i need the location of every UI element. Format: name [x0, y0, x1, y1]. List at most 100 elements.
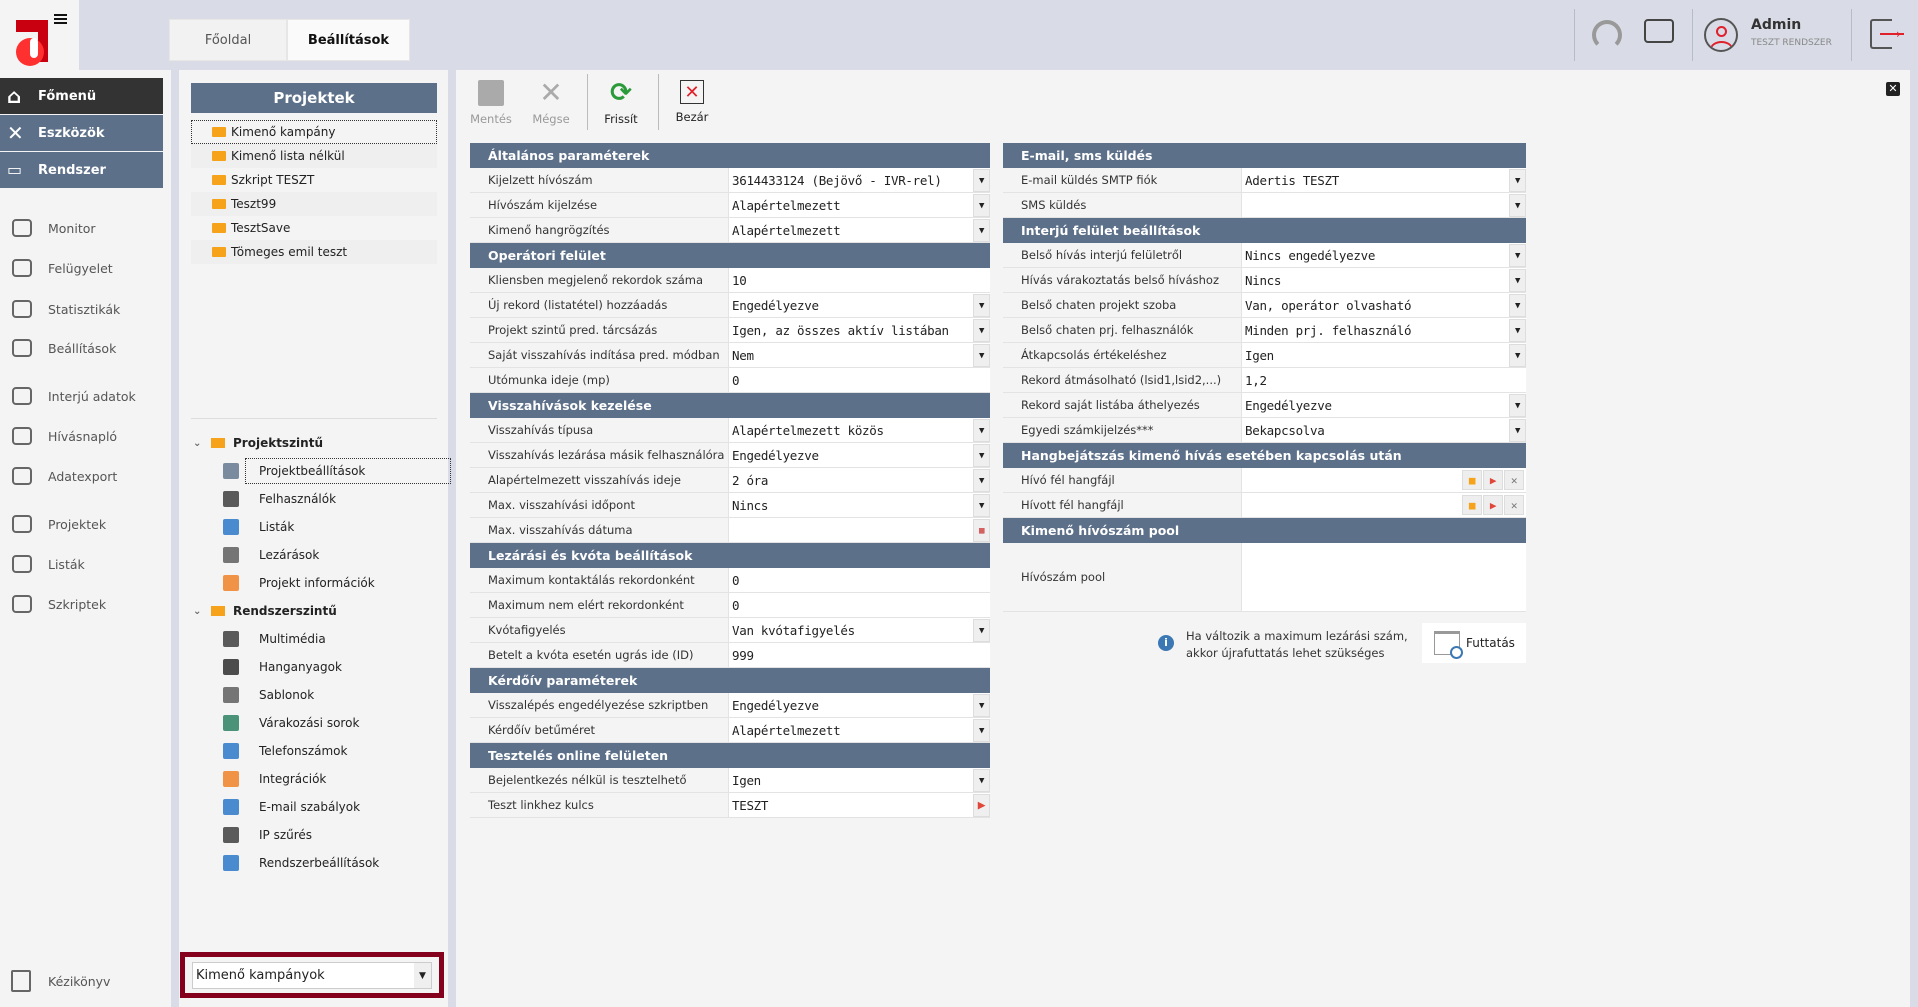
sidebar-item-kezikonyv[interactable]: Kézikönyv [0, 966, 163, 996]
setting-value-select[interactable]: ▼ [1242, 193, 1526, 217]
project-item[interactable]: Tömeges emil teszt [191, 240, 437, 264]
refresh-button[interactable]: ⟳ Frissít [598, 80, 644, 130]
tree-item[interactable]: Listák [223, 514, 451, 540]
calendar-icon[interactable]: ▦ [973, 519, 990, 542]
sidebar-item-call-log[interactable]: Hívásnapló [0, 421, 163, 451]
setting-value-select[interactable]: Alapértelmezett közös ▼ [729, 418, 990, 442]
setting-value-select[interactable]: 2 óra ▼ [729, 468, 990, 492]
setting-value-select[interactable]: Alapértelmezett ▼ [729, 218, 990, 242]
play-icon[interactable]: ▶ [1483, 470, 1503, 490]
dropdown-arrow-icon[interactable]: ▼ [1509, 244, 1526, 267]
setting-value-link[interactable]: TESZT ▶ [729, 793, 990, 817]
dropdown-arrow-icon[interactable]: ▼ [973, 319, 990, 342]
tree-item[interactable]: Integrációk [223, 766, 451, 792]
tree-item[interactable]: Várakozási sorok [223, 710, 451, 736]
tree-item[interactable]: IP szűrés [223, 822, 451, 848]
setting-value-text[interactable]: 0 [729, 568, 990, 592]
sidebar-item-monitor[interactable]: Monitor [0, 213, 163, 243]
sidebar-main-rendszer[interactable]: ▭ Rendszer [0, 152, 163, 188]
tree-item[interactable]: Projekt információk [223, 570, 451, 596]
tree-item[interactable]: Projektbeállítások [223, 458, 451, 484]
sidebar-item-data-export[interactable]: Adatexport [0, 461, 163, 491]
setting-value-text[interactable]: 999 [729, 643, 990, 667]
tab-fooldal[interactable]: Főoldal [169, 19, 287, 61]
project-item[interactable]: Kimenő lista nélkül [191, 144, 437, 168]
tree-item[interactable]: Rendszerbeállítások [223, 850, 451, 876]
sidebar-main-fomenu[interactable]: ⌂ Főmenü [0, 78, 163, 114]
tree-item[interactable]: Sablonok [223, 682, 451, 708]
setting-value-select[interactable]: Engedélyezve ▼ [1242, 393, 1526, 417]
setting-value-select[interactable]: Igen, az összes aktív listában ▼ [729, 318, 990, 342]
dropdown-arrow-icon[interactable]: ▼ [973, 469, 990, 492]
dropdown-arrow-icon[interactable]: ▼ [973, 194, 990, 217]
setting-value-select[interactable]: Igen ▼ [1242, 343, 1526, 367]
tree-group-1[interactable]: ⌄ Rendszerszintű [193, 598, 337, 624]
setting-value-select[interactable]: Alapértelmezett ▼ [729, 718, 990, 742]
setting-value-select[interactable]: Igen ▼ [729, 768, 990, 792]
tree-item[interactable]: Telefonszámok [223, 738, 451, 764]
sidebar-item-lists[interactable]: Listák [0, 549, 163, 579]
app-logo[interactable] [0, 0, 79, 70]
sidebar-item-settings-gear[interactable]: Beállítások [0, 333, 163, 363]
project-item[interactable]: Szkript TESZT [191, 168, 437, 192]
dropdown-arrow-icon[interactable]: ▼ [973, 694, 990, 717]
tree-item[interactable]: Lezárások [223, 542, 451, 568]
headset-icon[interactable] [1592, 20, 1622, 50]
tree-group-0[interactable]: ⌄ Projektszintű [193, 430, 323, 456]
setting-value-select[interactable]: Minden prj. felhasználó ▼ [1242, 318, 1526, 342]
dropdown-arrow-icon[interactable]: ▼ [973, 769, 990, 792]
project-filter-select[interactable]: Kimenő kampányok ▼ [192, 962, 432, 989]
setting-value-select[interactable]: Nem ▼ [729, 343, 990, 367]
sidebar-item-scripts[interactable]: Szkriptek [0, 589, 163, 619]
setting-value-select[interactable]: Engedélyezve ▼ [729, 293, 990, 317]
dropdown-arrow-icon[interactable]: ▼ [1509, 269, 1526, 292]
setting-value-select[interactable]: Nincs ▼ [1242, 268, 1526, 292]
dropdown-arrow-icon[interactable]: ▼ [973, 169, 990, 192]
sidebar-item-projects[interactable]: Projektek [0, 509, 163, 539]
hamburger-menu-icon[interactable] [54, 14, 67, 24]
setting-value-select[interactable]: Nincs ▼ [729, 493, 990, 517]
project-item[interactable]: Kimenő kampány [191, 120, 437, 144]
setting-value-select[interactable]: Engedélyezve ▼ [729, 693, 990, 717]
setting-value-select[interactable]: Alapértelmezett ▼ [729, 193, 990, 217]
setting-value-text[interactable]: 0 [729, 368, 990, 392]
dropdown-arrow-icon[interactable]: ▼ [1509, 194, 1526, 217]
run-button[interactable]: Futtatás [1422, 623, 1526, 663]
play-icon[interactable]: ▶ [973, 794, 990, 817]
cancel-button[interactable]: ✕ Mégse [528, 79, 574, 130]
setting-value-text[interactable]: 0 [729, 593, 990, 617]
clear-x-icon[interactable]: ✕ [1504, 495, 1524, 515]
setting-value-select[interactable]: Nincs engedélyezve ▼ [1242, 243, 1526, 267]
dropdown-arrow-icon[interactable]: ▼ [973, 719, 990, 742]
play-icon[interactable]: ▶ [1483, 495, 1503, 515]
sidebar-item-interview-data[interactable]: Interjú adatok [0, 381, 163, 411]
save-button[interactable]: Mentés [468, 80, 514, 130]
setting-value-select[interactable]: Adertis TESZT ▼ [1242, 168, 1526, 192]
panel-close-icon[interactable]: ✕ [1886, 82, 1900, 96]
clear-x-icon[interactable]: ✕ [1504, 470, 1524, 490]
setting-value-text[interactable]: 1,2 [1242, 368, 1526, 392]
dropdown-arrow-icon[interactable]: ▼ [1509, 344, 1526, 367]
setting-value-select[interactable]: 3614433124 (Bejövő - IVR-rel) ▼ [729, 168, 990, 192]
dropdown-arrow-icon[interactable]: ▼ [973, 219, 990, 242]
dropdown-arrow-icon[interactable]: ▼ [1509, 319, 1526, 342]
setting-value-file[interactable]: ■ ▶ ✕ [1242, 493, 1526, 517]
logout-icon[interactable]: › [1870, 19, 1904, 49]
project-item[interactable]: TesztSave [191, 216, 437, 240]
dropdown-arrow-icon[interactable]: ▼ [1509, 394, 1526, 417]
setting-value-select[interactable]: Bekapcsolva ▼ [1242, 418, 1526, 442]
dropdown-arrow-icon[interactable]: ▼ [973, 419, 990, 442]
close-button[interactable]: ✕ Bezár [669, 80, 715, 130]
sidebar-main-eszkozok[interactable]: ✕ Eszközök [0, 115, 163, 151]
sidebar-item-supervision[interactable]: Felügyelet [0, 253, 163, 283]
chat-icon[interactable] [1644, 19, 1674, 43]
setting-value-textarea[interactable] [1242, 543, 1526, 611]
setting-value-select[interactable]: Van kvótafigyelés ▼ [729, 618, 990, 642]
tree-item[interactable]: Felhasználók [223, 486, 451, 512]
dropdown-arrow-icon[interactable]: ▼ [973, 619, 990, 642]
tree-item[interactable]: Hanganyagok [223, 654, 451, 680]
setting-value-text[interactable]: 10 [729, 268, 990, 292]
tree-item[interactable]: Multimédia [223, 626, 451, 652]
dropdown-arrow-icon[interactable]: ▼ [973, 344, 990, 367]
setting-value-select[interactable]: Van, operátor olvasható ▼ [1242, 293, 1526, 317]
